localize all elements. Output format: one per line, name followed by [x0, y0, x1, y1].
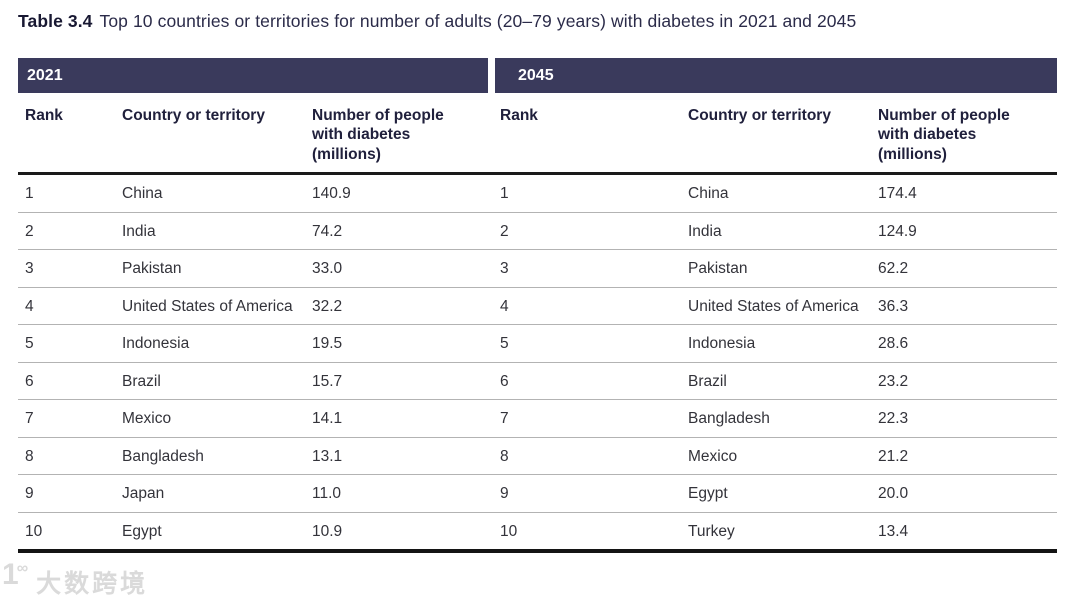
year-band-2021: 2021: [18, 58, 488, 93]
rank-cell-2021: 6: [25, 372, 34, 390]
header-rank-2045: Rank: [500, 107, 538, 124]
table-row: 5 Indonesia 19.5 5 Indonesia 28.6: [18, 325, 1057, 363]
table-row: 2 India 74.2 2 India 124.9: [18, 213, 1057, 251]
header-number-2021: Number of people with diabetes (millions…: [312, 107, 444, 163]
year-band-2045: 2045: [495, 58, 1057, 93]
rank-cell-2021: 7: [25, 410, 34, 428]
country-cell-2045: India: [688, 222, 722, 240]
value-cell-2045: 13.4: [878, 522, 909, 540]
table-row: 3 Pakistan 33.0 3 Pakistan 62.2: [18, 250, 1057, 288]
diabetes-table: 2021 2045 Rank Country or territory Numb…: [18, 58, 1057, 554]
rank-cell-2021: 1: [25, 185, 34, 203]
table-body: 1 China 140.9 1 China 174.4 2 India 74.2 2 India 12…: [18, 175, 1057, 554]
country-cell-2021: Pakistan: [122, 260, 182, 278]
country-cell-2045: Mexico: [688, 447, 738, 465]
country-cell-2045: Egypt: [688, 485, 728, 503]
value-cell-2045: 62.2: [878, 260, 909, 278]
table-row: 6 Brazil 15.7 6 Brazil 23.2: [18, 363, 1057, 401]
table-row: 7 Mexico 14.1 7 Bangladesh 22.3: [18, 400, 1057, 438]
country-cell-2021: Bangladesh: [122, 447, 204, 465]
country-cell-2045: Bangladesh: [688, 410, 770, 428]
table-row: 9 Japan 11.0 9 Egypt 20.0: [18, 475, 1057, 513]
value-cell-2021: 32.2: [312, 297, 343, 315]
table-caption: Table 3.4 Top 10 countries or territories…: [18, 11, 856, 32]
watermark: 1∞ 大数跨境: [2, 560, 148, 600]
country-cell-2045: United States of America: [688, 297, 859, 315]
rank-cell-2045: 5: [500, 335, 509, 353]
rank-cell-2045: 2: [500, 222, 509, 240]
value-cell-2021: 33.0: [312, 260, 343, 278]
country-cell-2045: Turkey: [688, 522, 735, 540]
value-cell-2021: 74.2: [312, 222, 343, 240]
rank-cell-2021: 5: [25, 335, 34, 353]
value-cell-2021: 140.9: [312, 185, 351, 203]
country-cell-2021: Mexico: [122, 410, 172, 428]
value-cell-2021: 11.0: [312, 485, 342, 503]
header-country-2045: Country or territory: [688, 107, 831, 124]
rank-cell-2021: 9: [25, 485, 34, 503]
value-cell-2021: 19.5: [312, 335, 343, 353]
header-rank-2021: Rank: [25, 107, 63, 124]
country-cell-2045: Pakistan: [688, 260, 748, 278]
country-cell-2021: Japan: [122, 485, 165, 503]
table-row: 8 Bangladesh 13.1 8 Mexico 21.2: [18, 438, 1057, 476]
rank-cell-2021: 4: [25, 297, 34, 315]
year-band: 2021 2045: [18, 58, 1057, 93]
country-cell-2045: China: [688, 185, 729, 203]
header-number-2045: Number of people with diabetes (millions…: [878, 107, 1010, 163]
table-number: Table 3.4: [18, 11, 93, 31]
value-cell-2045: 23.2: [878, 372, 909, 390]
country-cell-2021: United States of America: [122, 297, 293, 315]
value-cell-2045: 36.3: [878, 297, 909, 315]
country-cell-2045: Brazil: [688, 372, 727, 390]
rank-cell-2045: 3: [500, 260, 509, 278]
rank-cell-2045: 10: [500, 522, 518, 540]
rank-cell-2021: 2: [25, 222, 34, 240]
country-cell-2021: China: [122, 185, 163, 203]
rank-cell-2021: 10: [25, 522, 43, 540]
value-cell-2021: 14.1: [312, 410, 343, 428]
value-cell-2021: 10.9: [312, 522, 343, 540]
value-cell-2045: 124.9: [878, 222, 917, 240]
country-cell-2021: Indonesia: [122, 335, 190, 353]
value-cell-2045: 20.0: [878, 485, 909, 503]
year-band-divider: [488, 58, 495, 93]
country-cell-2021: Egypt: [122, 522, 162, 540]
watermark-logo: 1∞: [2, 558, 29, 591]
country-cell-2045: Indonesia: [688, 335, 756, 353]
table-row: 10 Egypt 10.9 10 Turkey 13.4: [18, 513, 1057, 550]
rank-cell-2021: 8: [25, 447, 34, 465]
rank-cell-2045: 1: [500, 185, 509, 203]
column-header-row: Rank Country or territory Number of peop…: [18, 93, 1057, 176]
value-cell-2045: 174.4: [878, 185, 917, 203]
rank-cell-2045: 9: [500, 485, 509, 503]
rank-cell-2045: 6: [500, 372, 509, 390]
watermark-text: 大数跨境: [36, 570, 149, 598]
rank-cell-2045: 7: [500, 410, 509, 428]
table-row: 1 China 140.9 1 China 174.4: [18, 175, 1057, 213]
country-cell-2021: Brazil: [122, 372, 161, 390]
value-cell-2045: 21.2: [878, 447, 909, 465]
country-cell-2021: India: [122, 222, 156, 240]
rank-cell-2021: 3: [25, 260, 34, 278]
rank-cell-2045: 8: [500, 447, 509, 465]
value-cell-2021: 15.7: [312, 372, 343, 390]
value-cell-2045: 22.3: [878, 410, 909, 428]
table-title-text: Top 10 countries or territories for numb…: [99, 11, 857, 31]
value-cell-2045: 28.6: [878, 335, 909, 353]
header-country-2021: Country or territory: [122, 107, 265, 124]
rank-cell-2045: 4: [500, 297, 509, 315]
value-cell-2021: 13.1: [312, 447, 343, 465]
table-row: 4 United States of America 32.2 4 United Sta…: [18, 288, 1057, 326]
